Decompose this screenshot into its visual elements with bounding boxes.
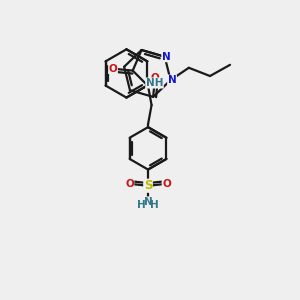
Text: NH: NH <box>146 78 163 88</box>
Text: S: S <box>144 179 152 192</box>
Text: H: H <box>150 200 159 211</box>
Text: O: O <box>162 179 171 189</box>
Text: O: O <box>125 179 134 189</box>
Text: N: N <box>168 75 176 85</box>
Text: O: O <box>109 64 117 74</box>
Text: N: N <box>144 197 152 207</box>
Text: N: N <box>162 52 171 62</box>
Text: O: O <box>150 73 159 83</box>
Text: H: H <box>137 200 146 211</box>
